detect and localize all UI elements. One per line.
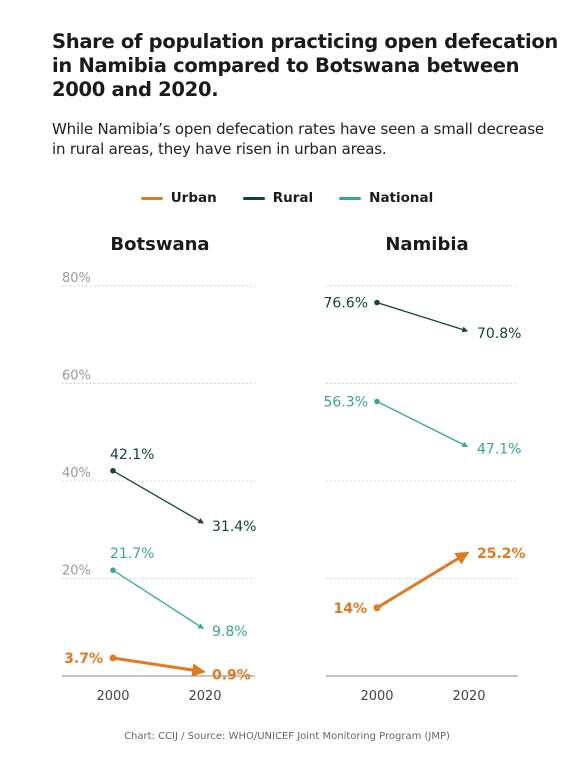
data-label-namibia-rural-2000: 76.6% bbox=[324, 296, 368, 312]
panel-title: Botswana bbox=[110, 234, 209, 255]
x-tick-label: 2020 bbox=[188, 689, 221, 704]
slope-line-botswana-rural bbox=[112, 470, 205, 524]
legend-label-urban: Urban bbox=[170, 190, 217, 206]
y-tick-label: 40% bbox=[62, 466, 91, 481]
start-point-botswana-rural bbox=[110, 467, 116, 474]
data-label-namibia-urban-2000: 14% bbox=[333, 601, 367, 617]
x-tick-label: 2000 bbox=[96, 689, 129, 704]
y-tick-label: 80% bbox=[62, 271, 91, 286]
panel-title: Namibia bbox=[385, 234, 468, 255]
data-label-namibia-rural-2020: 70.8% bbox=[477, 326, 521, 342]
data-label-namibia-national-2000: 56.3% bbox=[324, 395, 368, 411]
slope-line-namibia-urban bbox=[375, 551, 470, 610]
data-label-botswana-national-2000: 21.7% bbox=[110, 546, 154, 562]
data-label-botswana-national-2020: 9.8% bbox=[212, 624, 248, 640]
legend-label-national: National bbox=[369, 190, 434, 206]
legend-item-national: National bbox=[339, 188, 433, 208]
slope-line-namibia-national bbox=[376, 400, 469, 448]
start-point-botswana-urban bbox=[109, 654, 117, 662]
legend-swatch-national bbox=[339, 196, 362, 200]
data-label-namibia-national-2020: 47.1% bbox=[477, 441, 521, 457]
x-tick-label: 2000 bbox=[360, 689, 393, 704]
legend-label-rural: Rural bbox=[272, 190, 314, 206]
slope-line-botswana-urban bbox=[111, 656, 206, 677]
chart-title: Share of population practicing open defe… bbox=[52, 30, 559, 101]
y-tick-label: 60% bbox=[62, 369, 91, 384]
data-label-botswana-rural-2020: 31.4% bbox=[212, 519, 256, 535]
start-point-namibia-national bbox=[374, 398, 380, 405]
source-note: Chart: CCIJ / Source: WHO/UNICEF Joint M… bbox=[124, 731, 450, 742]
legend-swatch-urban bbox=[140, 196, 163, 200]
start-point-botswana-national bbox=[110, 567, 116, 574]
data-label-botswana-rural-2000: 42.1% bbox=[110, 447, 154, 463]
data-label-botswana-urban-2020: 0.9% bbox=[212, 668, 251, 684]
data-label-botswana-urban-2000: 3.7% bbox=[64, 651, 103, 667]
legend-item-rural: Rural bbox=[242, 188, 314, 208]
start-point-namibia-rural bbox=[374, 299, 380, 306]
slope-line-botswana-national bbox=[112, 569, 204, 629]
data-label-namibia-urban-2020: 25.2% bbox=[477, 546, 526, 562]
legend-swatch-rural bbox=[242, 196, 265, 200]
legend: Urban Rural National bbox=[0, 188, 574, 208]
x-tick-label: 2020 bbox=[452, 689, 485, 704]
start-point-namibia-urban bbox=[373, 604, 381, 612]
chart-subtitle: While Namibia’s open defecation rates ha… bbox=[52, 120, 544, 158]
slope-line-namibia-rural bbox=[376, 301, 469, 333]
y-tick-label: 20% bbox=[62, 564, 91, 579]
legend-item-urban: Urban bbox=[140, 188, 217, 208]
